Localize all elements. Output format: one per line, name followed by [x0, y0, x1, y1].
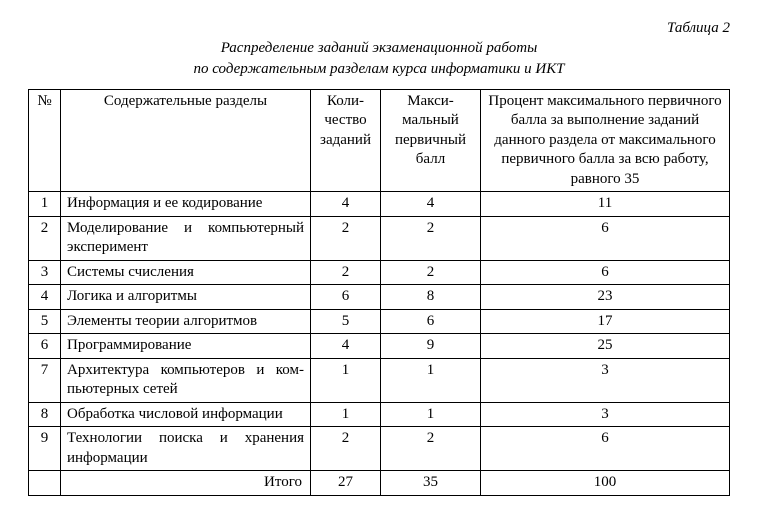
cell-max: 2: [381, 427, 481, 471]
cell-total-qty: 27: [311, 471, 381, 496]
caption-label: Таблица 2: [28, 18, 730, 38]
header-pct: Процент максимального первичного балла з…: [481, 89, 730, 192]
cell-section: Архитектура компьютеров и ком­пьютерных …: [61, 358, 311, 402]
cell-section: Программирование: [61, 334, 311, 359]
table-row: 3Системы счисления226: [29, 260, 730, 285]
caption-line2: по содержательным разделам курса информа…: [28, 59, 730, 79]
cell-total-max: 35: [381, 471, 481, 496]
cell-section: Моделирование и компьютерный эксперимент: [61, 216, 311, 260]
cell-qty: 4: [311, 334, 381, 359]
cell-qty: 6: [311, 285, 381, 310]
cell-max: 4: [381, 192, 481, 217]
table-row: 8Обработка числовой информации113: [29, 402, 730, 427]
table-row: 2Моделирование и компьютерный эксперимен…: [29, 216, 730, 260]
cell-total-label: Итого: [61, 471, 311, 496]
cell-num: 1: [29, 192, 61, 217]
cell-section: Системы счисления: [61, 260, 311, 285]
cell-section: Элементы теории алгоритмов: [61, 309, 311, 334]
header-num: №: [29, 89, 61, 192]
cell-max: 2: [381, 260, 481, 285]
table-row: 4Логика и алгоритмы6823: [29, 285, 730, 310]
table-total-row: Итого2735100: [29, 471, 730, 496]
table-header-row: № Содержательные разделы Коли­чество зад…: [29, 89, 730, 192]
cell-pct: 17: [481, 309, 730, 334]
cell-qty: 5: [311, 309, 381, 334]
header-max: Макси­мальный первичный балл: [381, 89, 481, 192]
cell-qty: 4: [311, 192, 381, 217]
header-section: Содержательные разделы: [61, 89, 311, 192]
cell-max: 1: [381, 402, 481, 427]
cell-num: 8: [29, 402, 61, 427]
cell-pct: 3: [481, 402, 730, 427]
table-row: 5Элементы теории алгоритмов5617: [29, 309, 730, 334]
cell-pct: 6: [481, 216, 730, 260]
cell-pct: 25: [481, 334, 730, 359]
cell-section: Логика и алгоритмы: [61, 285, 311, 310]
cell-max: 8: [381, 285, 481, 310]
cell-qty: 1: [311, 402, 381, 427]
cell-section: Технологии поиска и хранения информации: [61, 427, 311, 471]
cell-num: 7: [29, 358, 61, 402]
table-row: 1Информация и ее кодирование4411: [29, 192, 730, 217]
cell-section: Обработка числовой информации: [61, 402, 311, 427]
table-row: 6Программирование4925: [29, 334, 730, 359]
cell-max: 1: [381, 358, 481, 402]
cell-qty: 2: [311, 216, 381, 260]
cell-num: 4: [29, 285, 61, 310]
cell-num: 5: [29, 309, 61, 334]
cell-max: 2: [381, 216, 481, 260]
table-row: 7Архитектура компьютеров и ком­пьютерных…: [29, 358, 730, 402]
header-qty: Коли­чество зада­ний: [311, 89, 381, 192]
cell-pct: 6: [481, 427, 730, 471]
cell-pct: 11: [481, 192, 730, 217]
cell-num: 6: [29, 334, 61, 359]
table-caption: Таблица 2 Распределение заданий экзамена…: [28, 18, 730, 79]
cell-num-empty: [29, 471, 61, 496]
caption-line1: Распределение заданий экзаменационной ра…: [28, 38, 730, 58]
cell-total-pct: 100: [481, 471, 730, 496]
distribution-table: № Содержательные разделы Коли­чество зад…: [28, 89, 730, 496]
cell-pct: 3: [481, 358, 730, 402]
cell-max: 9: [381, 334, 481, 359]
table-row: 9Технологии поиска и хранения информации…: [29, 427, 730, 471]
cell-pct: 23: [481, 285, 730, 310]
cell-section: Информация и ее кодирование: [61, 192, 311, 217]
cell-num: 3: [29, 260, 61, 285]
cell-max: 6: [381, 309, 481, 334]
cell-num: 9: [29, 427, 61, 471]
cell-qty: 2: [311, 427, 381, 471]
cell-pct: 6: [481, 260, 730, 285]
cell-qty: 1: [311, 358, 381, 402]
cell-qty: 2: [311, 260, 381, 285]
cell-num: 2: [29, 216, 61, 260]
